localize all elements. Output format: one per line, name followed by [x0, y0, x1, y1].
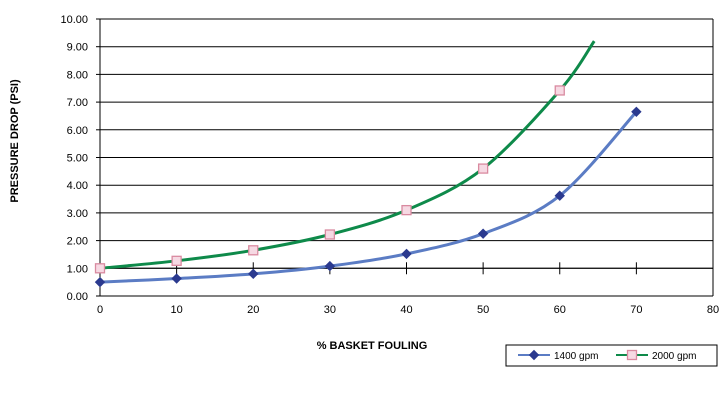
axes: [96, 18, 714, 297]
data-point: [94, 276, 106, 288]
y-tick-label: 0.00: [67, 291, 88, 303]
legend-label: 1400 gpm: [554, 351, 598, 362]
x-tick-label: 10: [171, 304, 183, 316]
y-tick-label: 5.00: [67, 153, 88, 165]
y-tick-label: 3.00: [67, 208, 88, 220]
y-tick-label: 6.00: [67, 125, 88, 137]
legend: 1400 gpm 2000 gpm: [505, 344, 718, 367]
x-tick-label: 40: [400, 304, 412, 316]
data-point: [248, 245, 259, 256]
data-point: [171, 255, 182, 266]
data-point: [401, 248, 412, 260]
x-tick-label: 80: [707, 304, 719, 316]
data-point: [248, 268, 259, 280]
y-tick-label: 9.00: [67, 42, 88, 54]
legend-label: 2000 gpm: [652, 351, 696, 362]
x-axis-title: % BASKET FOULING: [317, 340, 428, 352]
series-1400-gpm: [94, 106, 642, 288]
x-tick-label: 20: [247, 304, 259, 316]
x-tick-label: 0: [97, 304, 103, 316]
x-tick-label: 30: [324, 304, 336, 316]
data-point: [94, 263, 106, 274]
data-point: [477, 163, 489, 174]
data-point: [554, 190, 565, 201]
data-point: [401, 204, 412, 216]
series-line: [100, 40, 596, 270]
legend-box: [505, 344, 718, 367]
legend-swatch-marker: [528, 349, 540, 361]
y-tick-label: 1.00: [67, 263, 88, 275]
legend-swatch-marker: [626, 349, 638, 361]
legend-items: 1400 gpm 2000 gpm: [518, 349, 696, 362]
y-tick-label: 4.00: [67, 180, 88, 192]
x-tick-label: 70: [630, 304, 642, 316]
y-tick-label: 2.00: [67, 236, 88, 248]
x-tick-label: 60: [554, 304, 566, 316]
data-point: [631, 106, 642, 118]
y-tick-label: 7.00: [67, 97, 88, 109]
data-point: [477, 228, 489, 239]
series-layer: [94, 40, 642, 288]
y-tick-label: 8.00: [67, 69, 88, 81]
y-tick-label: 10.00: [60, 14, 88, 26]
data-point: [324, 229, 336, 240]
y-axis-title: PRESSURE DROP (PSI): [9, 79, 21, 203]
data-point: [324, 260, 336, 272]
data-point: [554, 85, 565, 96]
x-tick-label: 50: [477, 304, 489, 316]
data-point: [171, 273, 182, 284]
tick-labels: 0.00 1.00 2.00 3.00 4.00 5.00 6.00 7.00 8.00 9.00…: [60, 14, 719, 316]
gridlines: [100, 18, 713, 269]
series-2000-gpm: [94, 40, 596, 274]
